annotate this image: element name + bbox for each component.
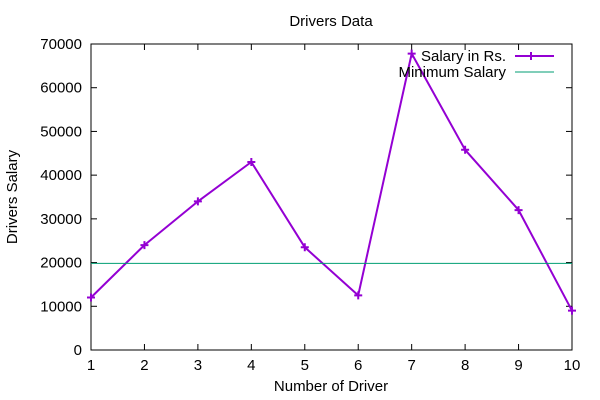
data-point bbox=[193, 197, 202, 206]
x-tick-label: 9 bbox=[514, 357, 522, 374]
legend: Salary in Rs.Minimum Salary bbox=[398, 48, 554, 81]
data-point bbox=[354, 291, 363, 300]
y-tick-label: 0 bbox=[74, 342, 82, 359]
y-tick-label: 30000 bbox=[40, 211, 82, 228]
plot-area: 0 10000 20000 30000 40000 50000 60000 70000 1 2 3 4… bbox=[40, 36, 580, 374]
y-axis-label: Drivers Salary bbox=[4, 149, 21, 244]
x-tick-label: 10 bbox=[564, 357, 581, 374]
legend-label: Minimum Salary bbox=[398, 64, 506, 81]
plot-border bbox=[90, 43, 573, 351]
data-point bbox=[407, 49, 416, 58]
x-tick-label: 6 bbox=[354, 357, 362, 374]
x-tick-label: 2 bbox=[140, 357, 148, 374]
x-tick-label: 5 bbox=[301, 357, 309, 374]
x-tick-label: 1 bbox=[87, 357, 95, 374]
y-tick-label: 40000 bbox=[40, 167, 82, 184]
x-tick-label: 7 bbox=[407, 357, 415, 374]
x-tick-label: 8 bbox=[461, 357, 469, 374]
y-tick-label: 50000 bbox=[40, 123, 82, 140]
y-tick-label: 10000 bbox=[40, 298, 82, 315]
data-point bbox=[514, 206, 523, 215]
y-tick-label: 70000 bbox=[40, 36, 82, 53]
data-point bbox=[87, 293, 95, 302]
data-point bbox=[140, 241, 149, 250]
y-tick-label: 60000 bbox=[40, 80, 82, 97]
chart-title: Drivers Data bbox=[289, 13, 373, 30]
data-point bbox=[300, 243, 309, 252]
x-tick-label: 4 bbox=[247, 357, 255, 374]
y-tick-label: 20000 bbox=[40, 255, 82, 272]
series-line-0 bbox=[90, 52, 573, 312]
legend-label: Salary in Rs. bbox=[421, 48, 506, 65]
legend-marker bbox=[527, 52, 535, 60]
data-point bbox=[568, 306, 576, 315]
x-tick-label: 3 bbox=[194, 357, 202, 374]
data-point bbox=[247, 158, 256, 167]
data-point bbox=[461, 145, 470, 154]
x-axis-label: Number of Driver bbox=[274, 378, 388, 395]
